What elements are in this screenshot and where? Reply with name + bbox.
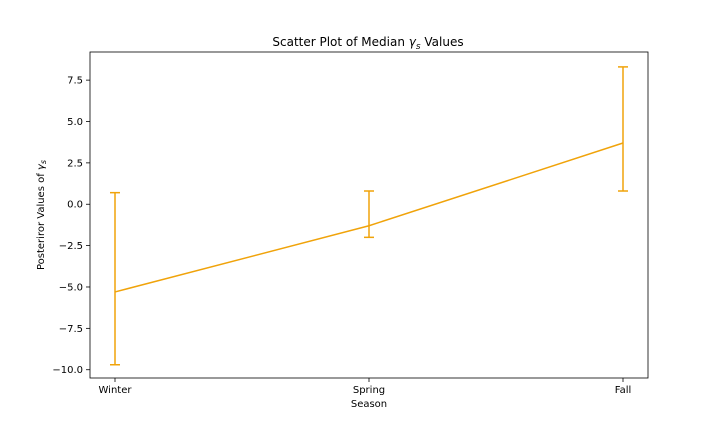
x-tick-label: Spring (353, 385, 385, 396)
y-tick-label: 2.5 (67, 158, 83, 169)
title-subscript: s (416, 42, 421, 52)
x-axis-label: Season (351, 399, 387, 410)
x-tick-label: Winter (99, 385, 133, 396)
y-label-subscript: s (39, 160, 48, 164)
plot-frame (89, 51, 649, 379)
title-gamma-symbol: γ (409, 35, 417, 49)
y-tick-label: −10.0 (52, 365, 83, 376)
series-line (114, 142, 624, 293)
plot-area: −10.0 −7.5 −5.0 −2.5 0.0 2.5 5.0 7.5 Winter Sprin… (52, 51, 649, 396)
y-tick-label: −7.5 (59, 324, 83, 335)
y-tick-label: −2.5 (59, 241, 83, 252)
y-tick-label: 7.5 (67, 76, 83, 87)
y-label-prefix: Posteriror Values of (36, 170, 47, 270)
y-tick-label: −5.0 (59, 282, 83, 293)
title-suffix: Values (421, 35, 464, 49)
y-tick-label: 0.0 (67, 200, 83, 211)
y-axis-label: Posteriror Values of γs (36, 160, 48, 270)
title-prefix: Scatter Plot of Median (272, 35, 408, 49)
chart-title: Scatter Plot of Median γs Values (272, 35, 463, 52)
y-label-gamma-symbol: γ (36, 163, 47, 170)
x-tick-label: Fall (615, 385, 632, 396)
y-tick-label: 5.0 (67, 117, 83, 128)
